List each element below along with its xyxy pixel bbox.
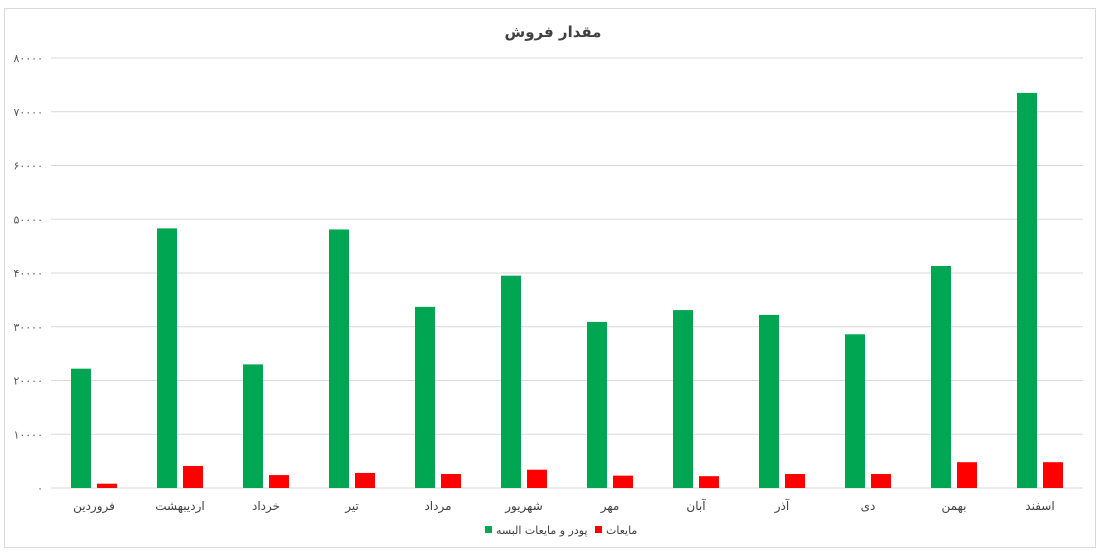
x-tick-label: خرداد xyxy=(252,499,280,514)
y-tick-label: ۴۰۰۰۰ xyxy=(13,267,43,280)
bar-powder-liquid xyxy=(759,314,779,488)
y-tick-label: ۱۰۰۰۰ xyxy=(13,428,43,441)
bar-liquid xyxy=(527,469,547,488)
bar-powder-liquid xyxy=(415,306,435,488)
y-tick-label: ۶۰۰۰۰ xyxy=(13,160,43,173)
bar-liquid xyxy=(1043,462,1063,488)
y-tick-label: ۰ xyxy=(37,482,43,495)
gridlines xyxy=(51,57,1083,489)
bar-powder-liquid xyxy=(931,266,951,488)
chart-title: مقدار فروش xyxy=(505,23,602,41)
legend-swatch xyxy=(485,526,492,533)
x-tick-label: آذر xyxy=(774,498,790,514)
bar-liquid xyxy=(699,476,719,488)
bar-liquid xyxy=(355,472,375,488)
x-tick-label: بهمن xyxy=(942,499,967,514)
y-tick-label: ۸۰۰۰۰ xyxy=(13,52,43,65)
y-axis: ۰ ۱۰۰۰۰ ۲۰۰۰۰ ۳۰۰۰۰ ۴۰۰۰۰ ۵۰۰۰۰ ۶۰۰۰۰ ۷۰۰۰۰ ۸۰۰۰… xyxy=(13,52,43,495)
bar-powder-liquid xyxy=(243,364,263,488)
bar-powder-liquid xyxy=(157,228,177,488)
chart-container: مقدار فروش ۰ ۱۰۰۰۰ ۲۰۰۰۰ ۳۰۰۰۰ ۴۰۰۰۰ ۵۰۰۰۰ ۶۰۰… xyxy=(4,8,1096,548)
bar-powder-liquid xyxy=(329,229,349,488)
bar-powder-liquid xyxy=(501,275,521,488)
bar-liquid xyxy=(269,475,289,488)
x-tick-label: اسفند xyxy=(1025,499,1054,513)
legend-swatch xyxy=(595,526,602,533)
bar-liquid xyxy=(613,475,633,488)
bar-powder-liquid xyxy=(71,368,91,488)
legend: پودر و مایعات البسه مایعات xyxy=(485,524,637,537)
bar-liquid xyxy=(957,462,977,488)
bar-liquid xyxy=(97,483,117,488)
x-tick-label: آبان xyxy=(686,498,706,513)
legend-label: مایعات xyxy=(606,524,637,537)
bar-powder-liquid xyxy=(845,334,865,488)
bar-liquid xyxy=(183,465,203,488)
legend-label: پودر و مایعات البسه xyxy=(496,524,588,537)
y-tick-label: ۵۰۰۰۰ xyxy=(13,213,43,226)
x-tick-label: دی xyxy=(861,499,876,513)
x-tick-label: تیر xyxy=(344,499,359,514)
bar-powder-liquid xyxy=(587,321,607,488)
x-tick-label: مهر xyxy=(600,499,620,514)
bars xyxy=(71,92,1063,488)
y-tick-label: ۷۰۰۰۰ xyxy=(13,106,43,119)
x-tick-label: شهریور xyxy=(504,499,543,514)
bar-liquid xyxy=(871,474,891,488)
bar-liquid xyxy=(785,474,805,488)
bar-powder-liquid xyxy=(673,310,693,488)
x-tick-label: اردیبهشت xyxy=(155,499,204,514)
x-tick-label: فروردین xyxy=(73,499,115,514)
bar-liquid xyxy=(441,474,461,488)
y-tick-label: ۲۰۰۰۰ xyxy=(13,375,43,388)
x-tick-label: مرداد xyxy=(424,499,451,514)
bar-powder-liquid xyxy=(1017,92,1037,488)
y-tick-label: ۳۰۰۰۰ xyxy=(13,321,43,334)
x-axis: فروردین اردیبهشت خرداد تیر مرداد شهریور مهر آبا… xyxy=(73,498,1055,514)
bar-chart: مقدار فروش ۰ ۱۰۰۰۰ ۲۰۰۰۰ ۳۰۰۰۰ ۴۰۰۰۰ ۵۰۰۰۰ ۶۰۰… xyxy=(13,23,1083,537)
